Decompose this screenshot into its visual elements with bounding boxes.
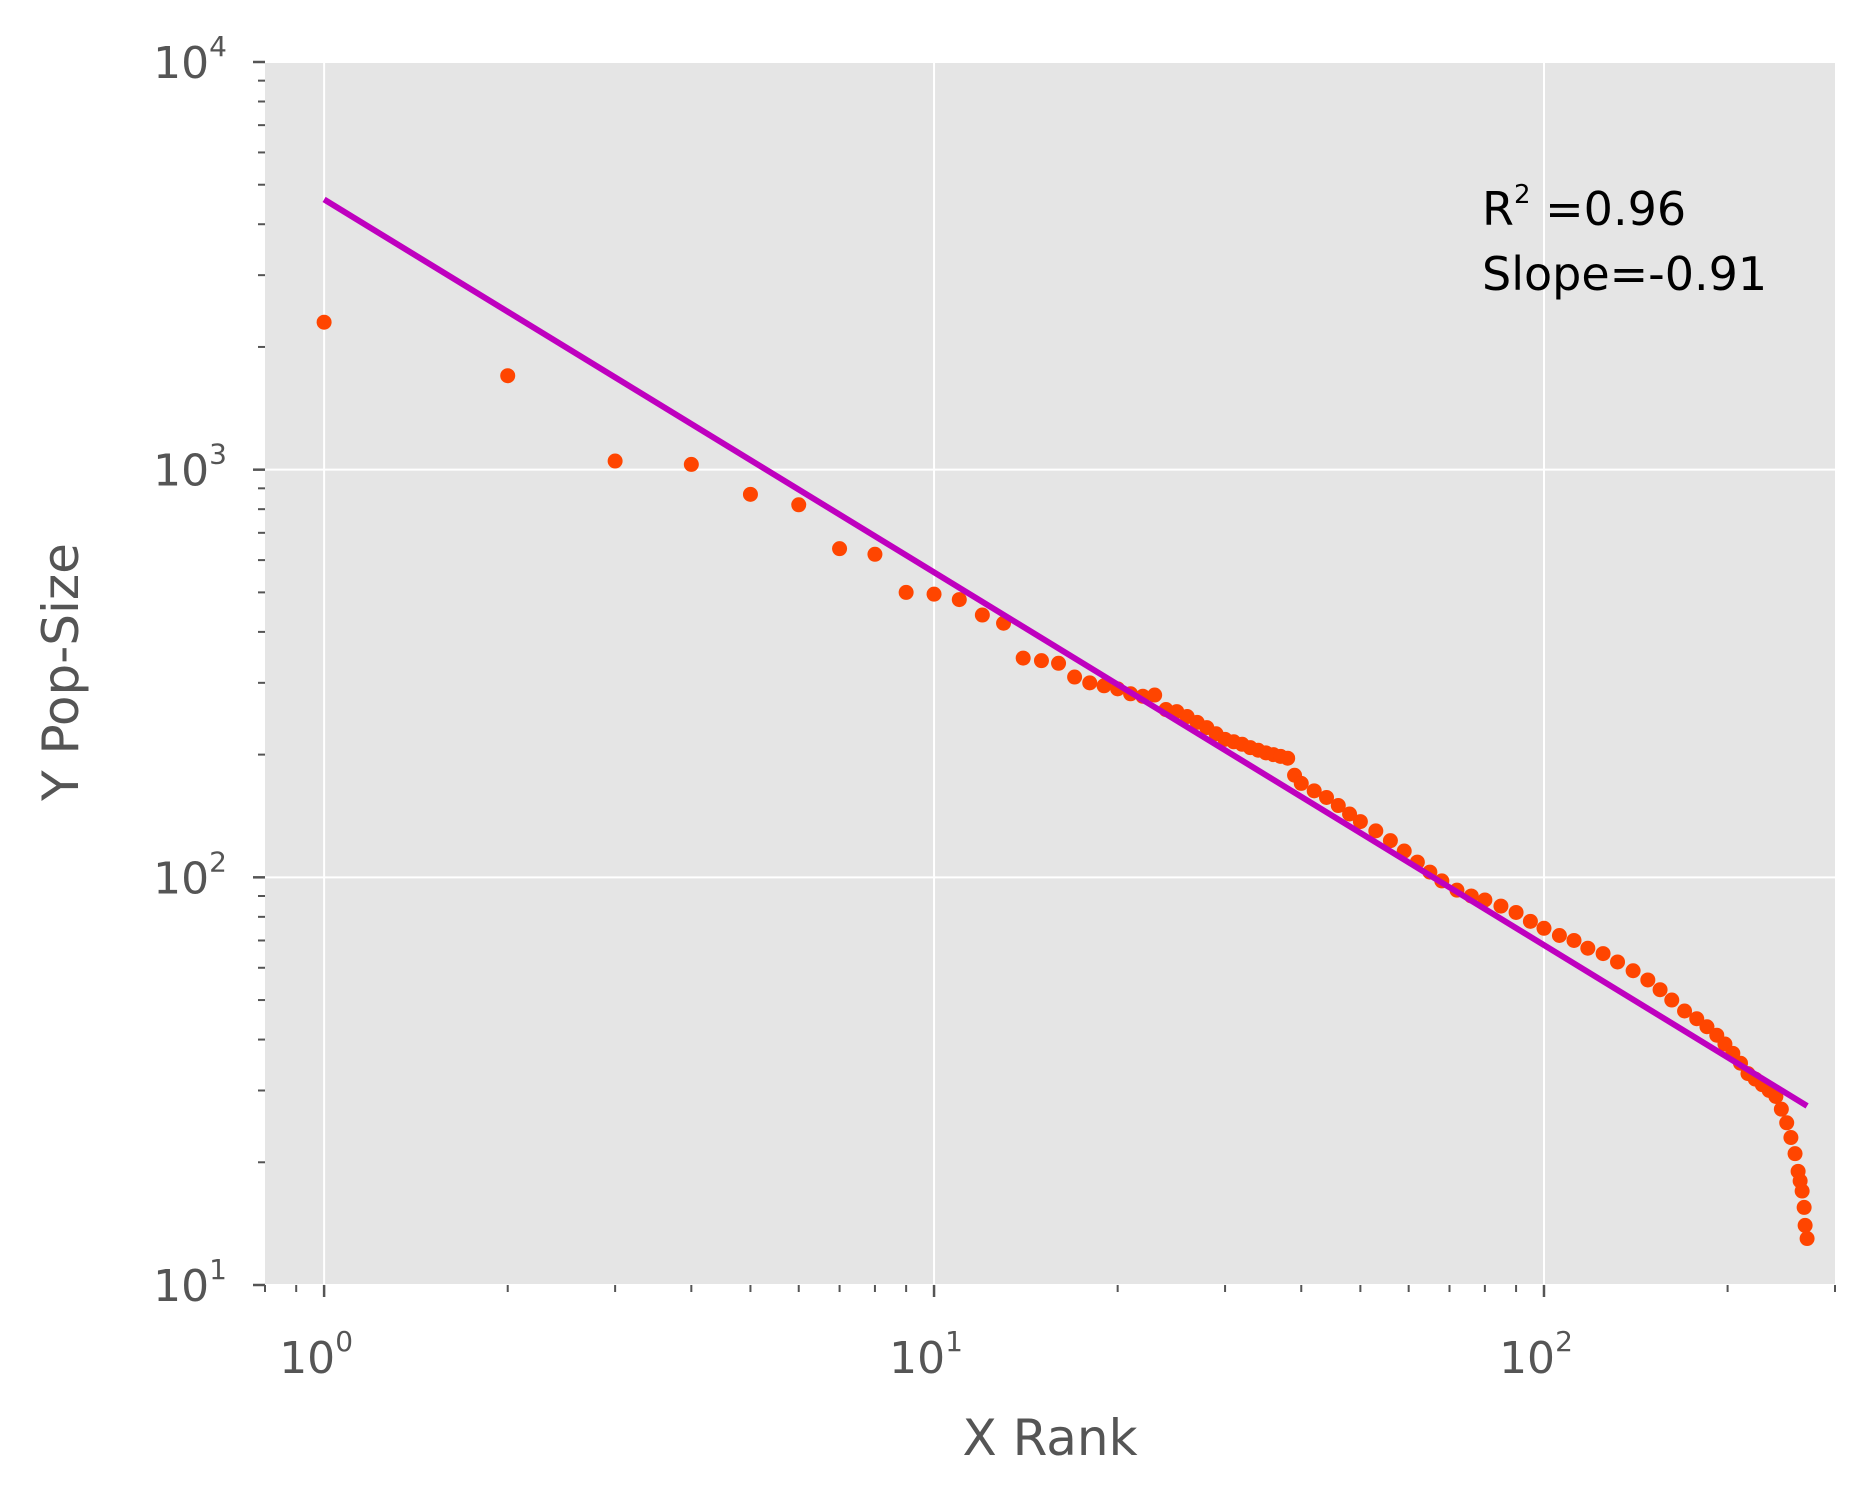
data-point: [926, 586, 942, 602]
data-point: [1794, 1183, 1810, 1199]
data-point: [1330, 798, 1346, 814]
data-point: [1493, 898, 1509, 914]
data-point: [1787, 1146, 1803, 1162]
data-point: [1566, 932, 1582, 948]
x-tick-label: 102: [1499, 1325, 1573, 1384]
data-point: [1783, 1130, 1799, 1146]
data-point: [1033, 653, 1049, 669]
data-point: [1610, 954, 1626, 970]
x-tick-label: 100: [279, 1325, 353, 1384]
r-squared-base: R: [1482, 182, 1514, 236]
x-tick-exp: 0: [335, 1325, 353, 1358]
data-point: [1664, 992, 1680, 1008]
minor-ticks: [253, 60, 1836, 1297]
data-point: [867, 546, 883, 562]
data-point: [1625, 963, 1641, 979]
data-points: [316, 314, 1815, 1247]
data-point: [1352, 814, 1368, 830]
y-tick-base: 10: [153, 1261, 209, 1312]
x-tick-exp: 2: [1555, 1325, 1573, 1358]
data-point: [1595, 946, 1611, 962]
data-point: [1306, 783, 1322, 799]
data-point: [898, 584, 914, 600]
r-squared-value: =0.96: [1531, 182, 1687, 236]
data-point: [1773, 1101, 1789, 1117]
r-squared-text: R2 =0.96: [1482, 180, 1686, 236]
x-tick-label: 101: [889, 1325, 963, 1384]
x-tick-base: 10: [889, 1333, 945, 1384]
data-point: [1677, 1003, 1693, 1019]
data-point: [1096, 678, 1112, 694]
data-point: [1051, 655, 1067, 671]
data-point: [1342, 806, 1358, 822]
data-point: [1652, 982, 1668, 998]
y-tick-label: 101: [153, 1253, 227, 1312]
data-point: [683, 456, 699, 472]
y-tick-label: 103: [153, 438, 227, 497]
x-axis-label: X Rank: [962, 1409, 1137, 1467]
data-point: [1640, 972, 1656, 988]
x-tick-base: 10: [279, 1333, 335, 1384]
data-point: [1689, 1011, 1705, 1027]
data-point: [1580, 940, 1596, 956]
data-point: [1799, 1231, 1815, 1247]
data-point: [1368, 823, 1384, 839]
y-tick-label: 102: [153, 845, 227, 904]
data-point: [607, 453, 623, 469]
fit-annotation: R2 =0.96 Slope=-0.91: [1482, 180, 1767, 301]
y-tick-base: 10: [153, 446, 209, 497]
x-tick-labels: 100 101 102: [279, 1325, 1573, 1384]
data-point: [742, 486, 758, 502]
data-point: [1779, 1115, 1795, 1131]
data-point: [1797, 1217, 1813, 1233]
data-point: [1082, 675, 1098, 691]
data-point: [1319, 789, 1335, 805]
y-tick-label: 104: [153, 30, 227, 89]
data-point: [1067, 669, 1083, 685]
y-tick-exp: 4: [209, 30, 227, 63]
y-tick-exp: 3: [209, 438, 227, 471]
data-point: [500, 368, 516, 384]
plot-background: [265, 62, 1835, 1285]
fit-line: [322, 196, 1809, 1109]
data-point: [832, 541, 848, 557]
r-squared-exp: 2: [1514, 180, 1531, 210]
data-point: [1280, 750, 1296, 766]
y-axis-label: Y Pop-Size: [32, 543, 90, 802]
data-point: [791, 497, 807, 513]
data-point: [1382, 833, 1398, 849]
data-point: [1768, 1088, 1784, 1104]
data-point: [1293, 775, 1309, 791]
data-point: [1147, 687, 1163, 703]
y-tick-exp: 2: [209, 845, 227, 878]
data-point: [974, 607, 990, 623]
data-point: [316, 314, 332, 330]
x-tick-base: 10: [1499, 1333, 1555, 1384]
y-tick-exp: 1: [209, 1253, 227, 1286]
y-tick-base: 10: [153, 38, 209, 89]
data-point: [1699, 1019, 1715, 1035]
slope-text: Slope=-0.91: [1482, 247, 1767, 301]
data-point: [951, 592, 967, 608]
data-point: [1015, 650, 1031, 666]
fit-line-layer: [322, 196, 1809, 1109]
data-point: [1522, 913, 1538, 929]
data-point: [1536, 920, 1552, 936]
grid-lines: [265, 61, 1835, 1286]
x-tick-exp: 1: [945, 1325, 963, 1358]
y-tick-base: 10: [153, 853, 209, 904]
data-point: [1551, 927, 1567, 943]
data-point: [1508, 904, 1524, 920]
data-point: [1796, 1199, 1812, 1215]
